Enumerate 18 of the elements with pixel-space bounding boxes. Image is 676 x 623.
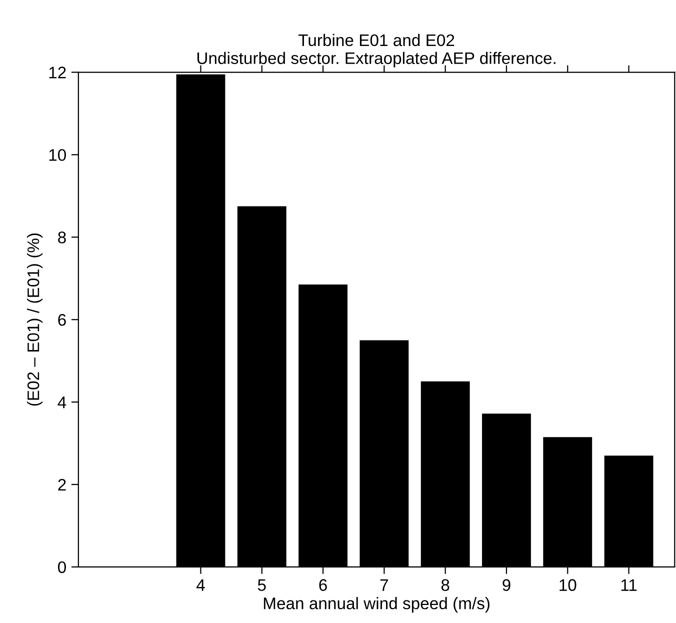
chart-title: Turbine E01 and E02 Undisturbed sector. Extraoplated AEP difference. xyxy=(197,34,556,68)
y-tick-label: 6 xyxy=(58,314,66,326)
x-tick-label: 11 xyxy=(621,579,637,591)
x-tick-label: 10 xyxy=(560,579,576,591)
x-tick-label: 4 xyxy=(196,579,205,591)
y-axis-title: (E02 – E01) / (E01) (%) xyxy=(26,234,43,406)
x-tick-label: 6 xyxy=(319,579,327,591)
x-tick-label: 7 xyxy=(380,579,388,591)
y-tick-label: 4 xyxy=(58,396,66,408)
x-axis-title: Mean annual wind speed (m/s) xyxy=(264,597,490,613)
y-tick-label: 0 xyxy=(58,561,66,574)
y-tick-label: 8 xyxy=(58,232,66,244)
x-tick-label: 8 xyxy=(441,579,450,591)
x-tick-label: 9 xyxy=(502,579,510,591)
y-tick-label: 10 xyxy=(49,149,66,161)
y-tick-label: 2 xyxy=(58,478,66,491)
y-tick-label: 12 xyxy=(49,66,66,78)
x-tick-label: 5 xyxy=(258,579,266,591)
